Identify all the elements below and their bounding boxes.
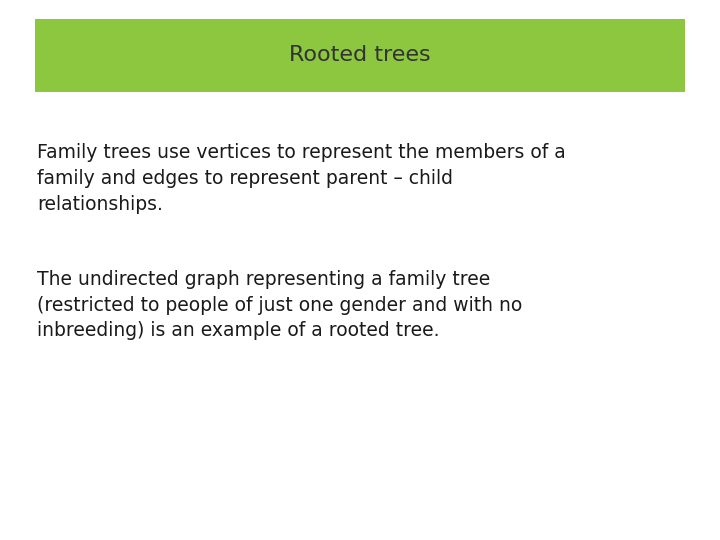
Text: The undirected graph representing a family tree
(restricted to people of just on: The undirected graph representing a fami… <box>37 270 523 341</box>
Text: Rooted trees: Rooted trees <box>289 45 431 65</box>
Text: Family trees use vertices to represent the members of a
family and edges to repr: Family trees use vertices to represent t… <box>37 143 566 214</box>
FancyBboxPatch shape <box>35 19 685 92</box>
